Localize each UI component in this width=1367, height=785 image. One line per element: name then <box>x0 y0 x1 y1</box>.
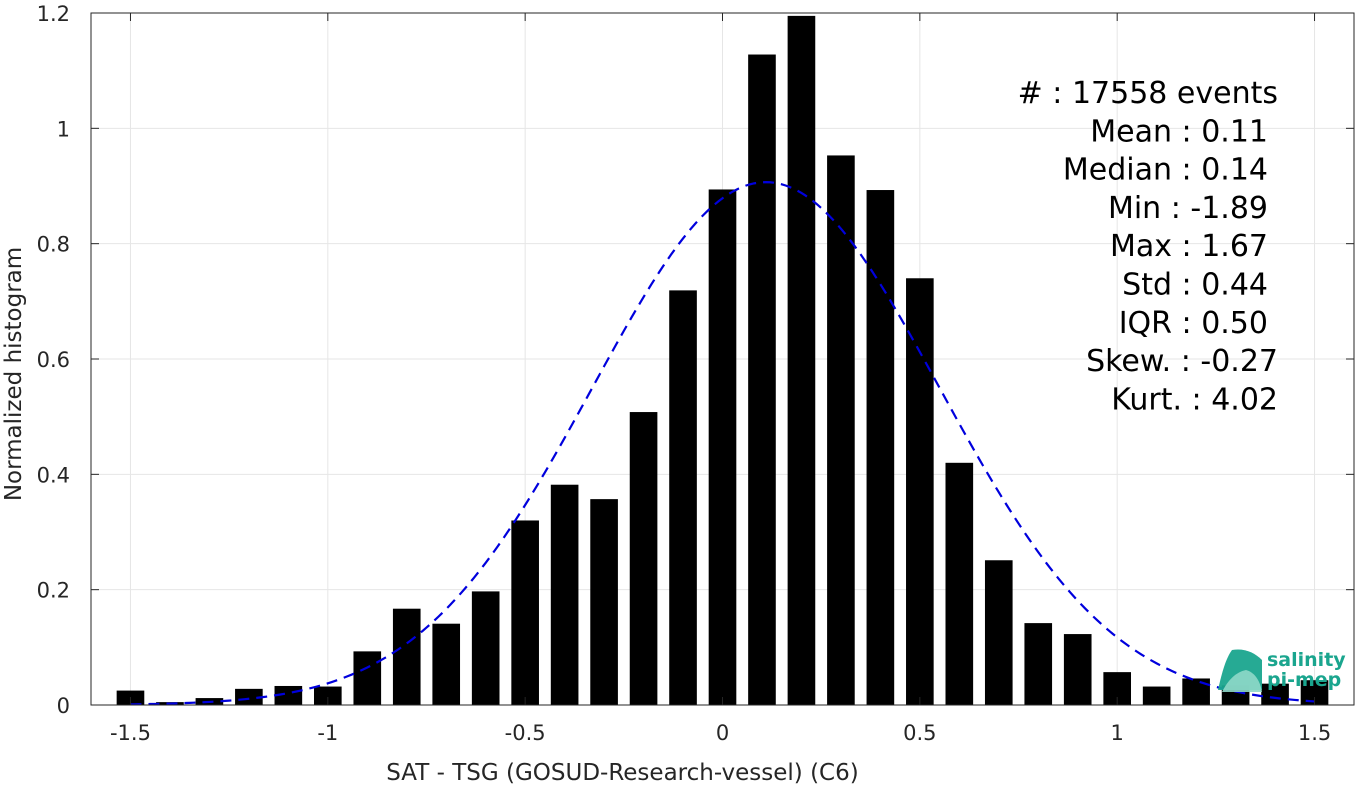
stat-median: Median : 0.14 <box>1063 153 1268 188</box>
y-tick-label: 0 <box>57 694 70 718</box>
stat-count: # : 17558 events <box>1018 76 1278 111</box>
y-tick-label: 0.4 <box>37 463 70 487</box>
histogram-bar <box>748 54 776 705</box>
histogram-bar <box>787 15 816 705</box>
histogram-bar <box>550 484 579 705</box>
histogram-bar <box>1182 678 1210 705</box>
x-tick-label: 0 <box>716 721 729 745</box>
statistics-annotation: # : 17558 events Mean : 0.11 Median : 0.… <box>1018 76 1278 417</box>
histogram-bar <box>906 278 934 705</box>
y-tick-label: 0.2 <box>37 579 70 603</box>
y-tick-label: 1.2 <box>37 2 70 26</box>
histogram-bar <box>1063 634 1092 705</box>
stat-kurt: Kurt. : 4.02 <box>1111 382 1278 417</box>
histogram-bar <box>984 560 1013 705</box>
gaussian-fit <box>130 181 1315 706</box>
histogram-bar <box>432 623 461 705</box>
stat-min: Min : -1.89 <box>1108 191 1268 226</box>
x-tick-label: 1 <box>1111 721 1124 745</box>
histogram-bar <box>1261 683 1289 705</box>
x-tick-label: 1.5 <box>1298 721 1331 745</box>
histogram-bar <box>945 462 974 705</box>
histogram-bar <box>827 155 855 706</box>
stat-skew: Skew. : -0.27 <box>1086 344 1278 379</box>
histogram-bar <box>392 608 421 705</box>
stat-std: Std : 0.44 <box>1122 268 1268 303</box>
y-tick-label: 0.8 <box>37 233 70 257</box>
stat-iqr: IQR : 0.50 <box>1119 306 1268 341</box>
x-tick-label: -0.5 <box>505 721 546 745</box>
histogram-bar <box>629 412 658 705</box>
histogram-bar <box>471 591 500 705</box>
histogram-bar <box>511 520 539 705</box>
salinity-pi-mep-logo: salinity pi-mep <box>1218 649 1346 692</box>
x-axis-label: SAT - TSG (GOSUD-Research-vessel) (C6) <box>386 760 858 785</box>
logo-text-pi-mep: pi-mep <box>1267 669 1341 691</box>
tick-labels: -1.5 -1 -0.5 0 0.5 1 1.5 0 0.2 0.4 0.6 0.8 1 1.2 <box>37 2 1332 745</box>
logo-text-salinity: salinity <box>1267 649 1346 671</box>
histogram-bar <box>708 189 737 705</box>
y-tick-label: 1 <box>57 117 70 141</box>
histogram-bar <box>313 686 342 705</box>
y-tick-label: 0.6 <box>37 348 70 372</box>
x-tick-label: -1 <box>317 721 338 745</box>
histogram-bar <box>235 688 263 705</box>
logo-wave-icon-light <box>1222 670 1262 692</box>
stat-mean: Mean : 0.11 <box>1090 114 1268 149</box>
x-tick-label: 0.5 <box>903 721 936 745</box>
histogram-bar <box>669 290 697 705</box>
histogram-bar <box>1024 623 1053 705</box>
histogram-bar <box>353 651 382 705</box>
y-axis-label: Normalized histogram <box>1 247 27 501</box>
x-tick-label: -1.5 <box>110 721 151 745</box>
stat-max: Max : 1.67 <box>1110 229 1268 264</box>
axes <box>90 12 1355 706</box>
histogram-bar <box>590 499 618 705</box>
bars <box>116 15 1329 706</box>
gaussian-fit-line <box>130 181 1315 706</box>
histogram-bar <box>1142 686 1171 705</box>
histogram-bar <box>866 190 895 705</box>
